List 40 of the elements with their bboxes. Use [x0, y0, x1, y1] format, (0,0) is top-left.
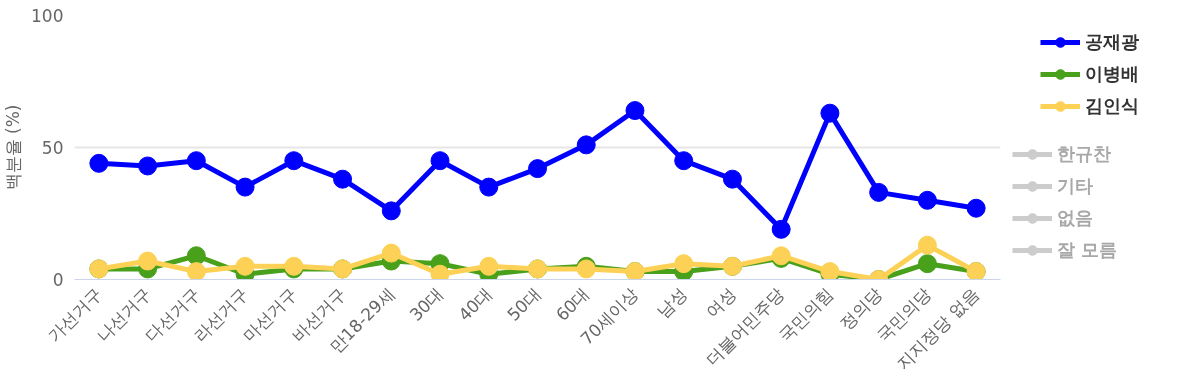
point: [186, 246, 206, 266]
point: [576, 135, 596, 155]
legend-label: 한규찬: [1057, 142, 1111, 166]
y-tick-label: 100: [31, 6, 64, 26]
point: [89, 153, 109, 173]
legend-label: 없음: [1057, 206, 1093, 230]
point: [966, 198, 986, 218]
point: [138, 251, 158, 271]
point: [138, 156, 158, 176]
point: [186, 262, 206, 280]
point: [235, 177, 255, 197]
legend-label: 공재광: [1085, 30, 1139, 54]
x-tick-label: 남성: [652, 283, 691, 322]
point: [430, 151, 450, 171]
legend-label: 잘 모름: [1057, 238, 1118, 262]
point: [771, 219, 791, 239]
point: [235, 256, 255, 276]
point: [722, 169, 742, 189]
point: [381, 201, 401, 221]
legend-label: 이병배: [1085, 62, 1139, 86]
point: [625, 101, 645, 121]
legend-label: 김인식: [1085, 94, 1139, 118]
point: [186, 151, 206, 171]
y-axis-title: 백분율 (%): [3, 104, 24, 191]
point: [479, 256, 499, 276]
point: [284, 151, 304, 171]
y-tick-label: 50: [41, 138, 64, 158]
point: [917, 235, 937, 255]
point: [674, 151, 694, 171]
point: [820, 103, 840, 123]
point: [528, 159, 547, 179]
point: [869, 182, 889, 202]
point: [917, 254, 937, 274]
point: [381, 243, 401, 263]
y-tick-label: 0: [52, 270, 64, 290]
point: [333, 169, 353, 189]
point: [674, 254, 694, 274]
point: [479, 177, 499, 197]
point: [917, 190, 937, 210]
legend-label: 기타: [1057, 174, 1093, 198]
